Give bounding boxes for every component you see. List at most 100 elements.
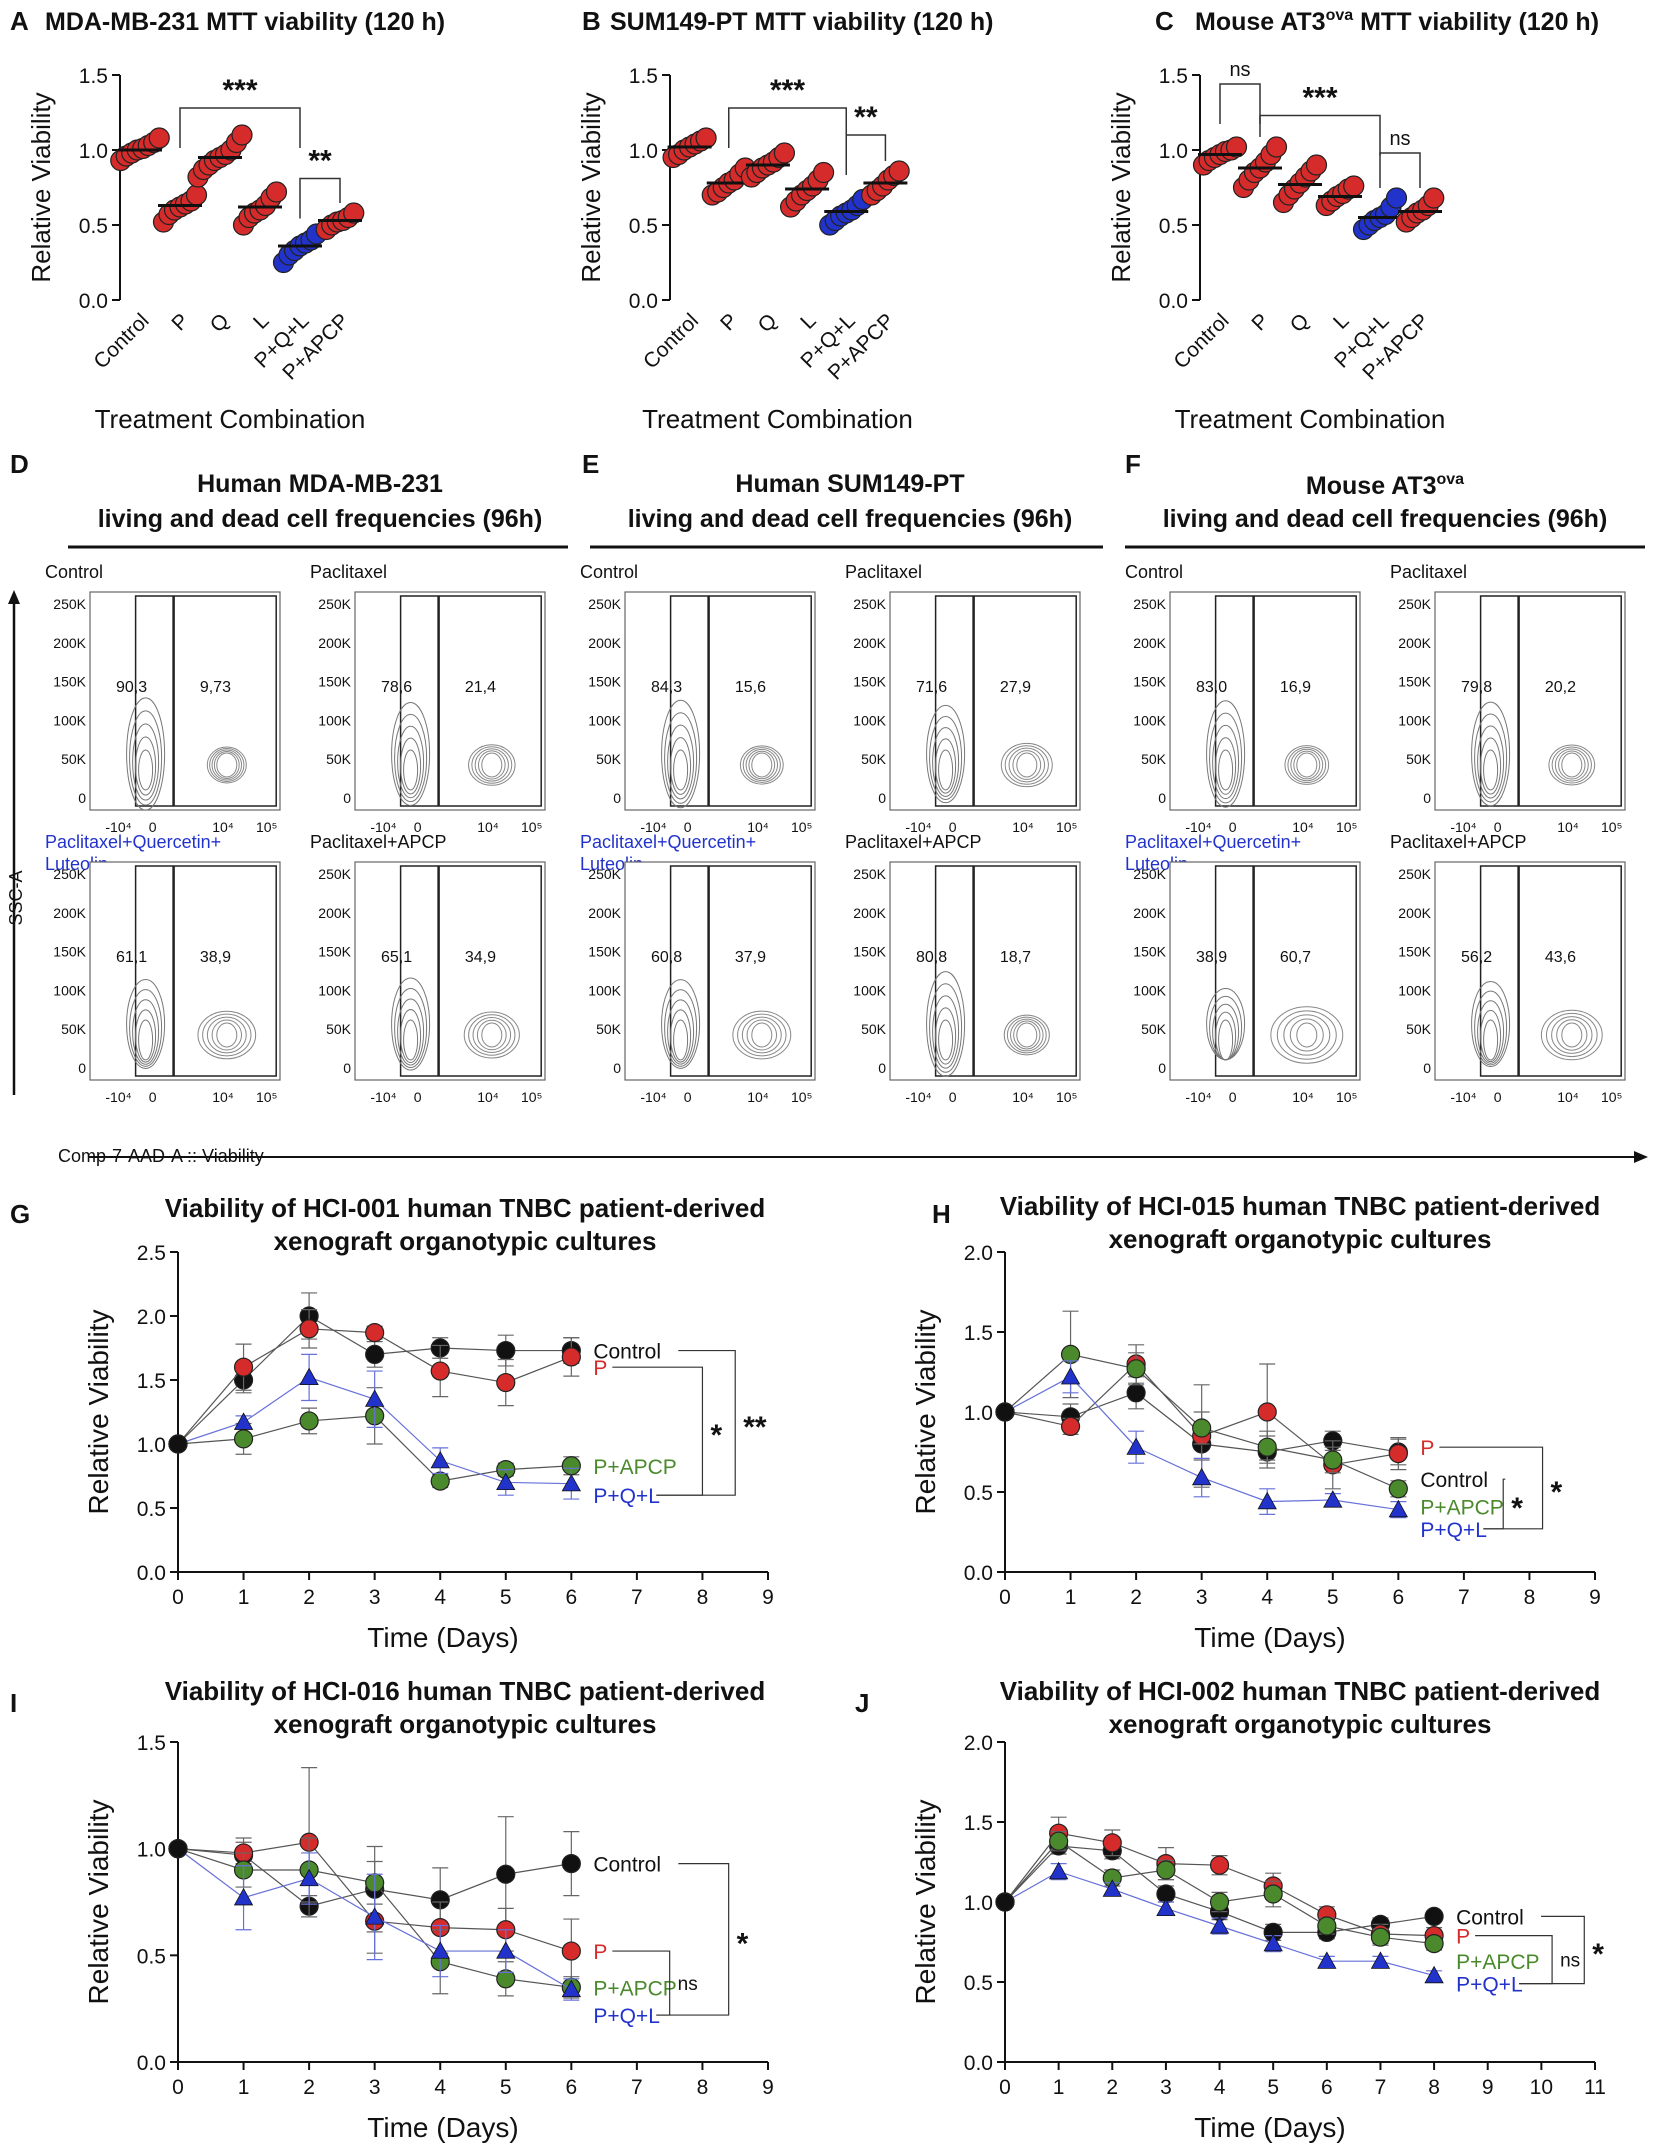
flow-contour-dead: [1558, 750, 1586, 780]
flow-x-tick-label: -10⁴: [1450, 819, 1476, 835]
x-axis-label: Treatment Combination: [95, 404, 366, 434]
x-tick-label: 5: [500, 2076, 512, 2099]
flow-y-tick-label: 200K: [1133, 905, 1166, 921]
flow-dead-percent: 15,6: [735, 679, 766, 696]
chart-subtitle: xenograft organotypic cultures: [1109, 1709, 1492, 1739]
flow-x-tick-label: 10⁴: [212, 1089, 234, 1105]
panel-letter: D: [10, 449, 29, 479]
flow-contour-live: [132, 723, 160, 801]
flow-contour-live: [929, 983, 963, 1073]
x-tick-label: 6: [565, 2076, 577, 2099]
panel-letter: J: [855, 1688, 869, 1718]
x-tick-label: 6: [565, 1586, 577, 1609]
significance-label: ***: [222, 74, 257, 107]
flow-y-tick-label: 50K: [1141, 751, 1167, 767]
y-tick-label: 2.5: [137, 1242, 166, 1265]
data-point: [1385, 187, 1408, 209]
flow-plot-frame: [624, 591, 816, 811]
significance-label: ns: [1560, 1951, 1580, 1972]
flow-contour-dead: [197, 1010, 257, 1060]
flow-y-tick-label: 100K: [53, 982, 86, 998]
y-tick-label: 0.0: [1159, 290, 1188, 313]
flow-contour-live: [391, 977, 431, 1071]
data-point: [1102, 1833, 1122, 1853]
flow-contour-live: [400, 1008, 422, 1064]
flow-y-tick-label: 0: [343, 1060, 351, 1076]
series-label: Control: [1420, 1469, 1488, 1492]
flow-x-tick-label: 10⁵: [791, 819, 812, 835]
x-tick-label: 3: [1160, 2076, 1172, 2099]
y-tick-label: 1.5: [1159, 65, 1188, 88]
flow-y-tick-label: 200K: [318, 905, 351, 921]
flow-contour-live: [129, 710, 163, 806]
flow-x-tick-label: 10⁵: [521, 1089, 542, 1105]
flow-plot-label: Paclitaxel+APCP: [845, 832, 982, 852]
flow-contour-dead: [213, 751, 240, 779]
flow-y-tick-label: 250K: [1398, 596, 1431, 612]
flow-y-tick-label: 150K: [588, 674, 621, 690]
flow-contour-live: [1206, 700, 1246, 808]
flow-contour-live: [1471, 701, 1511, 807]
flow-y-tick-label: 250K: [318, 596, 351, 612]
data-point: [1257, 1402, 1277, 1422]
significance-label: ***: [1302, 82, 1337, 115]
data-point: [1156, 1898, 1176, 1916]
y-tick-label: 1.0: [964, 1402, 993, 1425]
flow-x-tick-label: 0: [414, 1089, 422, 1105]
flow-y-axis-title: SSC-A: [6, 870, 26, 925]
x-tick-label: 4: [1261, 1586, 1273, 1609]
category-label: P: [167, 309, 193, 335]
data-point: [1049, 1831, 1069, 1851]
flow-title: Human SUM149-PT: [735, 470, 964, 498]
x-tick-label: 4: [434, 2076, 446, 2099]
flow-subtitle: living and dead cell frequencies (96h): [1163, 505, 1608, 533]
x-tick-label: 8: [1524, 1586, 1536, 1609]
data-point: [1126, 1437, 1146, 1455]
data-point: [1423, 187, 1445, 209]
flow-contour-dead: [1293, 750, 1321, 780]
flow-contour-dead: [481, 752, 503, 778]
flow-contour-dead: [1296, 752, 1318, 778]
flow-x-tick-label: 10⁵: [1056, 819, 1077, 835]
flow-contour-live: [400, 737, 422, 795]
flow-x-tick-label: 0: [1494, 1089, 1502, 1105]
flow-contour-live: [926, 704, 966, 804]
flow-y-tick-label: 50K: [861, 751, 887, 767]
flow-plot-label: Paclitaxel+APCP: [1390, 832, 1527, 852]
flow-y-tick-label: 200K: [1398, 905, 1431, 921]
flow-x-tick-label: -10⁴: [370, 1089, 396, 1105]
flow-x-tick-label: -10⁴: [640, 1089, 666, 1105]
flow-contour-dead: [1012, 750, 1042, 780]
data-point: [233, 1887, 254, 1906]
data-point: [561, 1853, 581, 1874]
flow-y-tick-label: 250K: [853, 866, 886, 882]
flow-y-tick-label: 150K: [318, 674, 351, 690]
flow-contour-live: [932, 727, 960, 797]
data-point: [1225, 136, 1248, 158]
flow-contour-live: [1483, 1019, 1499, 1061]
y-tick-label: 0.5: [137, 1945, 166, 1968]
panel-g: G Viability of HCI-001 human TNBC patient…: [10, 1193, 774, 1653]
chart-subtitle: xenograft organotypic cultures: [274, 1226, 657, 1256]
flow-y-tick-label: 250K: [853, 596, 886, 612]
arrow-head-icon: [1634, 1151, 1648, 1163]
flow-y-tick-label: 50K: [1406, 751, 1432, 767]
flow-x-tick-label: 0: [149, 1089, 157, 1105]
flow-plot-label: Paclitaxel: [1390, 562, 1467, 582]
flow-gate: [1479, 595, 1622, 807]
flow-dead-percent: 21,4: [465, 679, 496, 696]
flow-x-tick-label: 0: [1229, 1089, 1237, 1105]
flow-gate: [934, 595, 1077, 807]
data-point: [995, 1402, 1015, 1422]
flow-y-tick-label: 250K: [588, 866, 621, 882]
flow-contour-dead: [481, 1022, 503, 1048]
flow-y-tick-label: 50K: [1406, 1021, 1432, 1037]
flow-contour-dead: [1008, 747, 1046, 783]
flow-y-tick-label: 0: [1423, 1060, 1431, 1076]
x-tick-label: 2: [1106, 2076, 1118, 2099]
data-point: [1126, 1359, 1146, 1379]
flow-plot-label: Paclitaxel+Quercetin+: [580, 832, 756, 852]
significance-label: *: [710, 1419, 722, 1452]
flow-contour-live: [135, 736, 157, 796]
panel-e: E Human SUM149-PT living and dead cell fre…: [580, 449, 1103, 1105]
